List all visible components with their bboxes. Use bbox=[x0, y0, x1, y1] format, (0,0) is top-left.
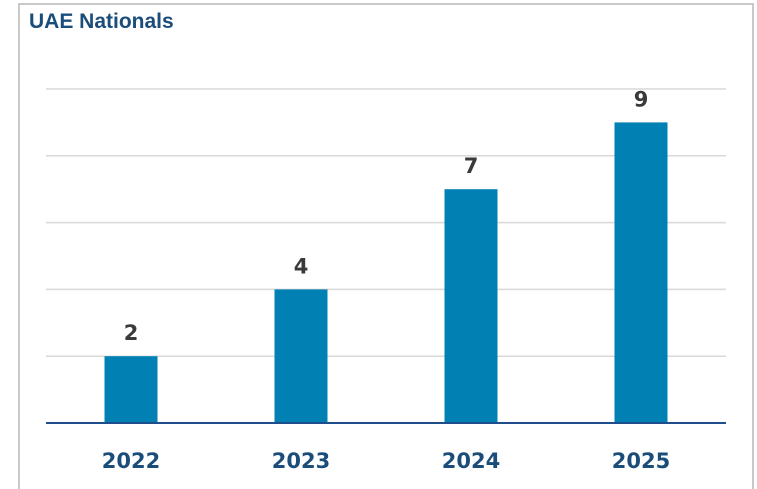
chart-title: UAE Nationals bbox=[29, 10, 174, 33]
x-tick-label-2025: 2025 bbox=[612, 449, 670, 473]
data-label-2024: 7 bbox=[464, 154, 479, 178]
bar-2024 bbox=[444, 189, 498, 423]
bar-2023 bbox=[274, 289, 328, 423]
x-tick-label-2024: 2024 bbox=[442, 449, 500, 473]
x-tick-label-2022: 2022 bbox=[102, 449, 160, 473]
bar-2022 bbox=[104, 356, 158, 423]
bar-2025 bbox=[614, 122, 668, 424]
data-label-2022: 2 bbox=[124, 321, 139, 345]
chart-frame bbox=[18, 3, 754, 489]
data-label-2025: 9 bbox=[634, 87, 649, 111]
data-label-2023: 4 bbox=[294, 254, 309, 278]
x-tick-label-2023: 2023 bbox=[272, 449, 330, 473]
